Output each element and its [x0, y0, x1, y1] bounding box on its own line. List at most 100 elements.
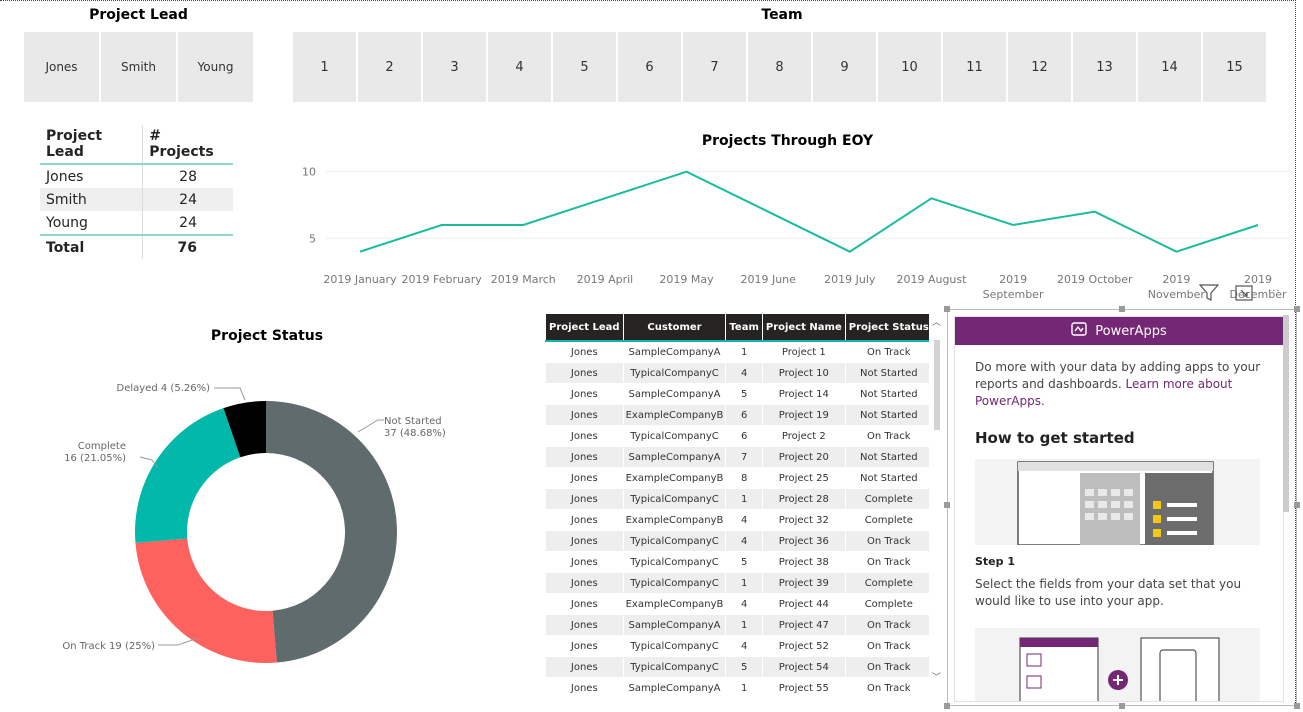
powerapps-scrollbar[interactable]	[1283, 315, 1289, 512]
column-header-project-lead[interactable]: Project Lead	[40, 125, 143, 165]
resize-handle[interactable]	[1294, 703, 1300, 709]
data-point[interactable]	[520, 222, 526, 228]
table-row[interactable]: Jones TypicalCompanyC 4 Project 52 On Track	[545, 635, 929, 657]
slicer-option-team-6[interactable]: 6	[618, 32, 681, 102]
table-row[interactable]: Jones TypicalCompanyC 1 Project 39 Complete	[545, 572, 929, 594]
grid-cell: 1	[725, 677, 763, 699]
slicer-option-team-7[interactable]: 7	[683, 32, 746, 102]
grid-column-header[interactable]: Customer	[622, 313, 727, 342]
filter-icon[interactable]	[1198, 284, 1220, 306]
data-point[interactable]	[1173, 249, 1179, 255]
resize-handle[interactable]	[1119, 703, 1125, 709]
scrollbar-thumb[interactable]	[934, 340, 940, 430]
table-row[interactable]: Jones SampleCompanyA 5 Project 14 Not Starte…	[545, 383, 929, 405]
learn-more-link[interactable]: Learn more about PowerApps.	[975, 377, 1233, 408]
grid-cell: On Track	[844, 340, 929, 363]
data-point[interactable]	[928, 195, 934, 201]
grid-cell: Not Started	[844, 383, 929, 405]
slicer-option-team-14[interactable]: 14	[1138, 32, 1201, 102]
grid-cell: ExampleCompanyB	[622, 404, 727, 426]
count-cell: 24	[142, 188, 233, 211]
table-row[interactable]: Jones SampleCompanyA 7 Project 20 Not Starte…	[545, 446, 929, 468]
slicer-option-team-8[interactable]: 8	[748, 32, 811, 102]
table-row[interactable]: Jones TypicalCompanyC 6 Project 2 On Track	[545, 425, 929, 447]
table-row[interactable]: Jones ExampleCompanyB 8 Project 25 Not Start…	[545, 467, 929, 489]
slicer-option-team-5[interactable]: 5	[553, 32, 616, 102]
grid-cell: On Track	[844, 551, 929, 573]
donut-slice-delayed[interactable]	[223, 401, 266, 458]
scroll-down-icon[interactable]: ﹀	[932, 673, 942, 683]
slicer-option-jones[interactable]: Jones	[24, 32, 99, 102]
resize-handle[interactable]	[944, 703, 950, 709]
table-row[interactable]: Jones SampleCompanyA 1 Project 47 On Track	[545, 614, 929, 636]
grid-cell: Complete	[844, 488, 929, 510]
y-tick-label: 5	[309, 232, 316, 245]
lead-cell: Young	[46, 214, 88, 231]
slicer-option-team-11[interactable]: 11	[943, 32, 1006, 102]
grid-column-header[interactable]: Project Status	[844, 313, 929, 342]
more-options-icon[interactable]: ···	[1268, 286, 1281, 297]
resize-handle[interactable]	[1119, 306, 1125, 312]
y-tick-label: 10	[302, 166, 316, 179]
grid-column-header[interactable]: Team	[725, 313, 763, 342]
slicer-option-team-3[interactable]: 3	[423, 32, 486, 102]
donut-slice-complete[interactable]	[135, 408, 241, 543]
slicer-option-team-9[interactable]: 9	[813, 32, 876, 102]
table-scrollbar[interactable]: ︿ ﹀	[932, 315, 942, 687]
data-point[interactable]	[1255, 222, 1261, 228]
grid-cell: 5	[725, 656, 763, 678]
grid-cell: Not Started	[844, 404, 929, 426]
projects-by-lead-table: Project Lead # Projects Jones 28 Smith 24 …	[40, 125, 233, 259]
table-row[interactable]: Jones ExampleCompanyB 4 Project 44 Complete	[545, 593, 929, 615]
data-point[interactable]	[602, 195, 608, 201]
table-row[interactable]: Jones TypicalCompanyC 4 Project 36 On Track	[545, 530, 929, 552]
data-point[interactable]	[439, 222, 445, 228]
table-row[interactable]: Jones TypicalCompanyC 4 Project 10 Not Start…	[545, 362, 929, 384]
slicer-option-team-13[interactable]: 13	[1073, 32, 1136, 102]
resize-handle[interactable]	[1294, 502, 1300, 508]
table-row[interactable]: Jones TypicalCompanyC 5 Project 54 On Track	[545, 656, 929, 678]
column-header-projects[interactable]: # Projects	[142, 125, 233, 165]
table-row[interactable]: Jones ExampleCompanyB 6 Project 19 Not Start…	[545, 404, 929, 426]
data-point[interactable]	[1092, 209, 1098, 215]
grid-column-header[interactable]: Project Lead	[545, 313, 624, 342]
slicer-option-team-2[interactable]: 2	[358, 32, 421, 102]
grid-cell: Project 38	[761, 551, 846, 573]
x-tick-label: 2019 April	[577, 273, 634, 286]
table-row[interactable]: Jones TypicalCompanyC 1 Project 28 Complete	[545, 488, 929, 510]
data-point[interactable]	[684, 169, 690, 175]
slicer-option-team-10[interactable]: 10	[878, 32, 941, 102]
table-row[interactable]: Jones ExampleCompanyB 4 Project 32 Complete	[545, 509, 929, 531]
data-point[interactable]	[1010, 222, 1016, 228]
data-point[interactable]	[357, 249, 363, 255]
donut-slice-on-track[interactable]	[135, 538, 277, 663]
grid-cell: Jones	[545, 425, 624, 447]
grid-cell: Jones	[545, 340, 624, 363]
focus-mode-icon[interactable]	[1235, 285, 1253, 305]
resize-handle[interactable]	[944, 502, 950, 508]
slicer-option-team-12[interactable]: 12	[1008, 32, 1071, 102]
grid-cell: 1	[725, 340, 763, 363]
slicer-option-team-1[interactable]: 1	[293, 32, 356, 102]
slicer-option-team-15[interactable]: 15	[1203, 32, 1266, 102]
resize-handle[interactable]	[944, 306, 950, 312]
series-line[interactable]	[359, 170, 1259, 253]
grid-cell: On Track	[844, 425, 929, 447]
table-row[interactable]: Jones SampleCompanyA 1 Project 55 On Track	[545, 677, 929, 699]
resize-handle[interactable]	[1294, 306, 1300, 312]
data-point[interactable]	[847, 249, 853, 255]
slicer-option-team-4[interactable]: 4	[488, 32, 551, 102]
donut-slice-not-started[interactable]	[266, 401, 398, 663]
data-point[interactable]	[765, 209, 771, 215]
table-row[interactable]: Jones SampleCompanyA 1 Project 1 On Track	[545, 340, 929, 363]
scroll-up-icon[interactable]: ︿	[932, 318, 942, 328]
total-label: Total	[40, 234, 143, 259]
slicer-option-young[interactable]: Young	[178, 32, 253, 102]
grid-cell: 4	[725, 593, 763, 615]
grid-column-header[interactable]: Project Name	[761, 313, 846, 342]
grid-cell: Complete	[844, 593, 929, 615]
grid-cell: ExampleCompanyB	[622, 593, 727, 615]
slicer-option-smith[interactable]: Smith	[101, 32, 176, 102]
table-row: Young 24	[40, 211, 233, 235]
table-row[interactable]: Jones TypicalCompanyC 5 Project 38 On Track	[545, 551, 929, 573]
